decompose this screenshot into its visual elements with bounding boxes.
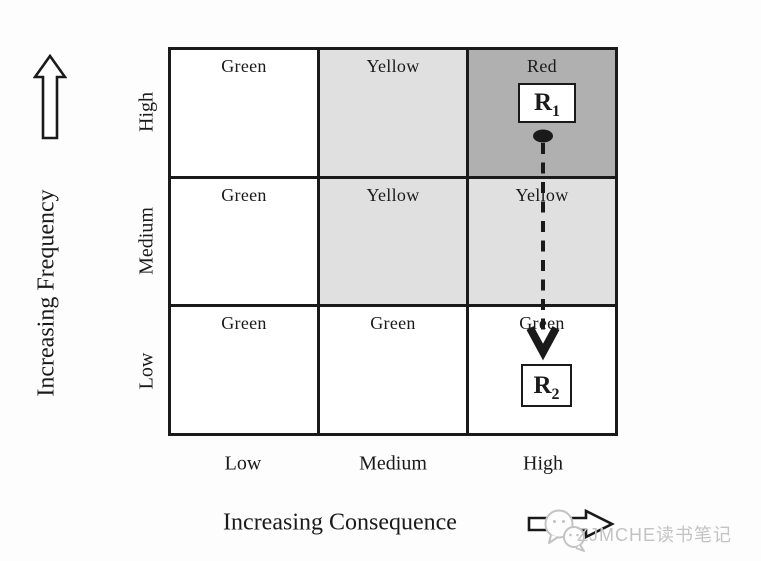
up-arrow-icon	[33, 54, 67, 140]
cell-medium-low: Green	[171, 178, 317, 305]
dashed-transition-arrow	[526, 129, 560, 361]
row-label-medium: Medium	[135, 207, 158, 275]
col-label-low: Low	[224, 452, 262, 475]
cell-low-medium: Green	[320, 307, 466, 433]
cell-label: Green	[370, 313, 416, 334]
chat-bubbles-icon	[544, 509, 585, 552]
cell-low-low: Green	[171, 307, 317, 433]
cell-label: Green	[221, 184, 267, 205]
cell-label: Green	[221, 56, 267, 76]
cell-label: Red	[527, 56, 557, 76]
risk-marker-r1: R1	[518, 83, 576, 123]
row-label-low: Low	[135, 352, 158, 390]
r2-label: R2	[533, 371, 560, 403]
col-label-high: High	[523, 452, 563, 475]
risk-marker-r2: R2	[521, 364, 572, 407]
cell-high-medium: Yellow	[320, 50, 466, 176]
y-axis-label: Increasing Frequency	[33, 189, 60, 397]
r1-label: R1	[533, 89, 561, 120]
x-axis-label: Increasing Consequence	[223, 509, 457, 536]
cell-label: Green	[221, 313, 267, 334]
col-label-medium: Medium	[359, 452, 427, 475]
row-label-high: High	[135, 92, 158, 132]
cell-label: Yellow	[366, 184, 420, 205]
cell-medium-medium: Yellow	[320, 178, 466, 305]
cell-high-low: Green	[171, 50, 317, 176]
cell-label: Yellow	[515, 184, 569, 205]
cell-label: Yellow	[366, 56, 420, 76]
watermark-text: ZJMCHE读书笔记	[577, 525, 732, 545]
